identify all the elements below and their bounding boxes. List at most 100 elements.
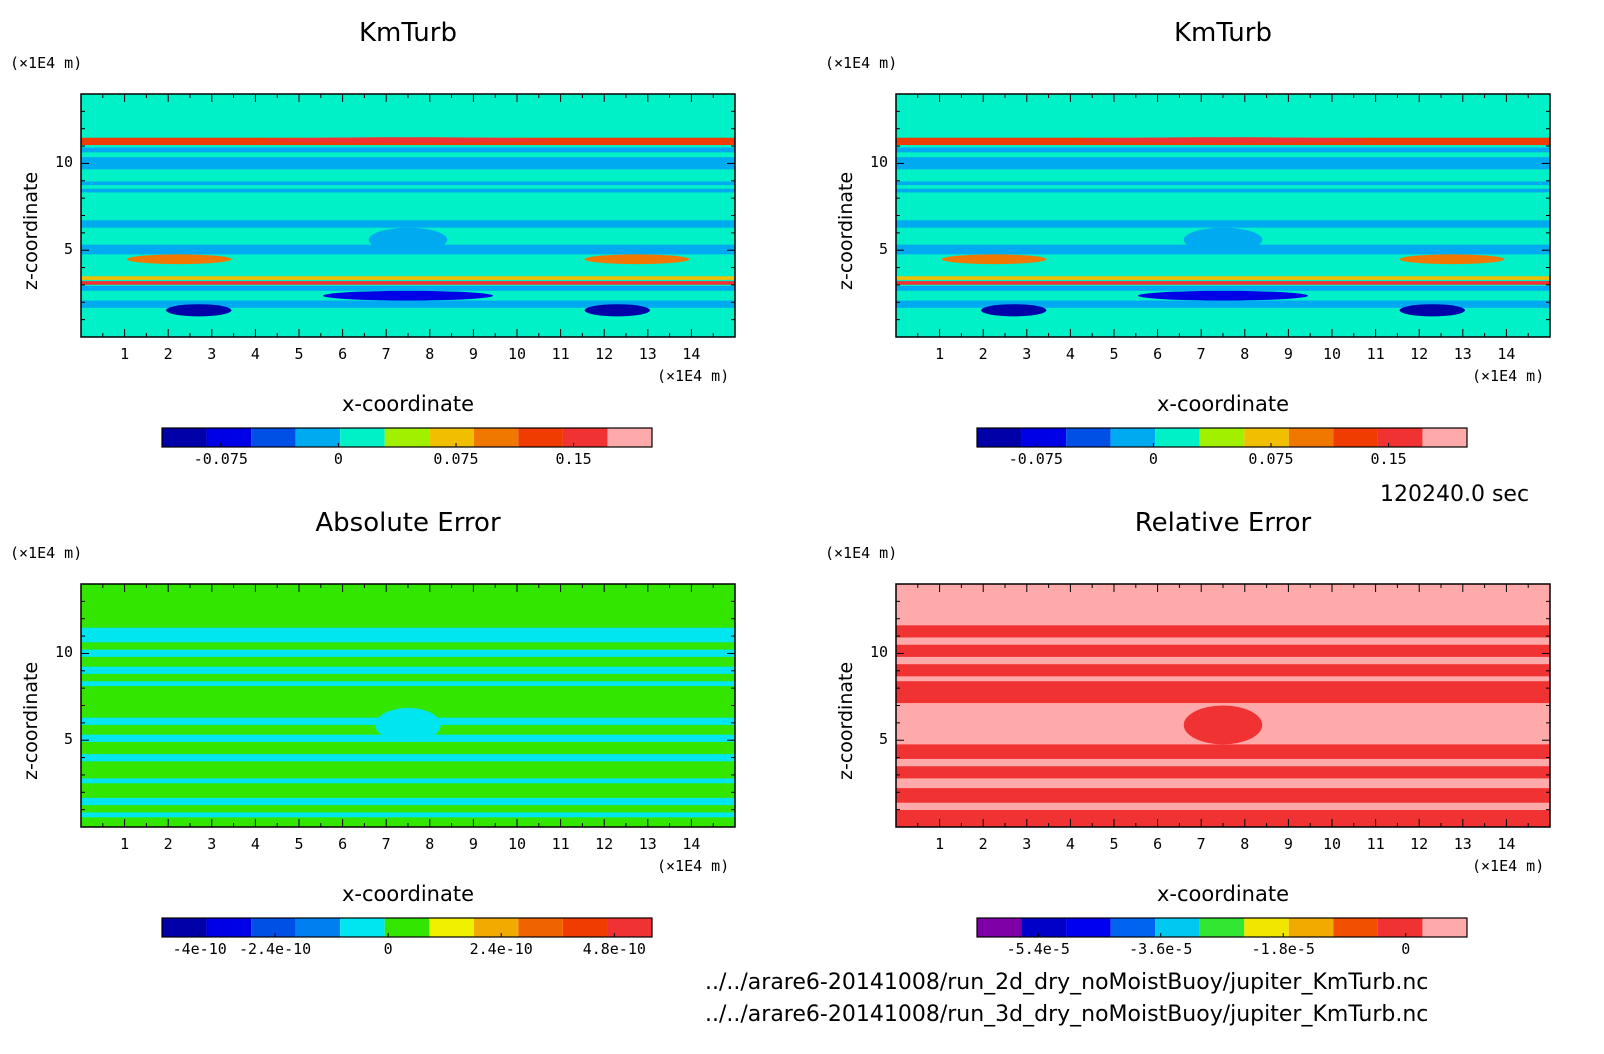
chart-title: Relative Error [1134, 508, 1312, 538]
colorbar-swatch [1110, 428, 1156, 447]
field-feature [1183, 705, 1263, 745]
x-tick-label: 13 [638, 345, 657, 363]
x-tick-label: 4 [1065, 835, 1075, 853]
y-tick-label: 10 [54, 643, 73, 662]
field-feature [1079, 137, 1367, 144]
field-feature [166, 304, 232, 317]
y-axis-label: z-coordinate [20, 661, 42, 780]
file-path-3d: ../../arare6-20141008/run_3d_dry_noMoist… [705, 1002, 1429, 1027]
colorbar-swatch [340, 428, 385, 447]
colorbar-swatch [473, 918, 519, 937]
colorbar-frame [976, 917, 1468, 938]
field-band [81, 666, 735, 674]
x-tick-label: 11 [551, 345, 570, 363]
y-tick-label: 10 [869, 153, 888, 172]
x-tick-label: 10 [1322, 835, 1342, 853]
field-band [81, 285, 735, 291]
x-tick-label: 1 [120, 345, 130, 363]
x-unit-label: (×1E4 m) [1472, 857, 1545, 875]
field-band [896, 802, 1550, 810]
field-band [896, 758, 1550, 767]
field-band [896, 285, 1550, 291]
x-tick-label: 9 [1283, 835, 1293, 853]
colorbar-swatch [295, 918, 341, 937]
x-tick-label: 13 [1453, 835, 1472, 853]
field-band [896, 157, 1550, 170]
field-band [81, 649, 735, 657]
x-unit-label: (×1E4 m) [657, 367, 730, 385]
x-tick-label: 3 [207, 345, 217, 363]
x-tick-label: 12 [1410, 835, 1429, 853]
colorbar-tick-label: -0.075 [1008, 450, 1063, 468]
x-tick-label: 6 [338, 835, 348, 853]
y-axis-label: z-coordinate [835, 171, 857, 290]
x-tick-label: 10 [507, 835, 527, 853]
x-tick-label: 6 [1153, 345, 1163, 363]
x-unit-label: (×1E4 m) [657, 857, 730, 875]
y-axis-label: z-coordinate [20, 171, 42, 290]
field-band [81, 778, 735, 784]
x-tick-label: 5 [294, 345, 304, 363]
colorbar-swatch [206, 428, 252, 447]
x-tick-label: 4 [1065, 345, 1075, 363]
colorbar-swatch [1288, 428, 1334, 447]
colorbar-swatch [1288, 918, 1334, 937]
colorbar-swatch [1199, 428, 1245, 447]
x-tick-label: 13 [1453, 345, 1472, 363]
colorbar-swatch [206, 918, 252, 937]
colorbar-swatch [562, 918, 608, 937]
x-axis-label: x-coordinate [1156, 882, 1289, 906]
time-label: 120240.0 sec [1380, 482, 1530, 507]
colorbar-tick-label: 0.15 [555, 450, 592, 468]
colorbar-swatch [977, 918, 1022, 937]
x-tick-label: 6 [1153, 835, 1163, 853]
x-tick-label: 3 [207, 835, 217, 853]
x-unit-label: (×1E4 m) [1472, 367, 1545, 385]
x-tick-label: 2 [978, 835, 988, 853]
field-background [81, 584, 735, 827]
y-unit-label: (×1E4 m) [10, 544, 83, 562]
x-tick-label: 5 [1109, 835, 1119, 853]
field-band [81, 188, 735, 193]
x-tick-label: 14 [1497, 345, 1516, 363]
colorbar-tick-label: 2.4e-10 [469, 940, 533, 958]
y-unit-label: (×1E4 m) [10, 54, 83, 72]
field-band [896, 300, 1550, 308]
colorbar-swatch [1377, 428, 1423, 447]
panel-3 [80, 583, 736, 938]
field-feature [941, 254, 1047, 265]
field-feature [981, 304, 1047, 317]
x-tick-label: 1 [120, 835, 130, 853]
x-tick-label: 8 [425, 345, 435, 363]
colorbar-swatch [1155, 428, 1200, 447]
colorbar-swatch [1333, 428, 1378, 447]
x-tick-label: 12 [595, 835, 614, 853]
colorbar-tick-label: 0 [333, 450, 343, 468]
field-feature [375, 707, 441, 742]
colorbar-frame [161, 917, 653, 938]
x-tick-label: 11 [551, 835, 570, 853]
colorbar-swatch [1333, 918, 1378, 937]
colorbar-swatch [1021, 918, 1067, 937]
colorbar-tick-label: -5.4e-5 [1006, 940, 1070, 958]
chart-title: KmTurb [359, 18, 457, 48]
field-band [81, 300, 735, 308]
field-feature [1137, 290, 1309, 301]
y-unit-label: (×1E4 m) [825, 54, 898, 72]
x-tick-label: 2 [978, 345, 988, 363]
panel-1 [80, 93, 736, 448]
colorbar-swatch [518, 428, 563, 447]
field-band [896, 188, 1550, 193]
colorbar-tick-label: -4e-10 [172, 940, 227, 958]
x-tick-label: 9 [468, 835, 478, 853]
field-band [81, 147, 735, 153]
field-band [81, 181, 735, 186]
field-feature [126, 254, 232, 265]
colorbar-tick-label: -1.8e-5 [1251, 940, 1315, 958]
x-tick-label: 1 [935, 345, 945, 363]
x-tick-label: 11 [1366, 345, 1385, 363]
x-tick-label: 11 [1366, 835, 1385, 853]
x-tick-label: 9 [1283, 345, 1293, 363]
x-axis-label: x-coordinate [341, 882, 474, 906]
x-tick-label: 4 [250, 345, 260, 363]
